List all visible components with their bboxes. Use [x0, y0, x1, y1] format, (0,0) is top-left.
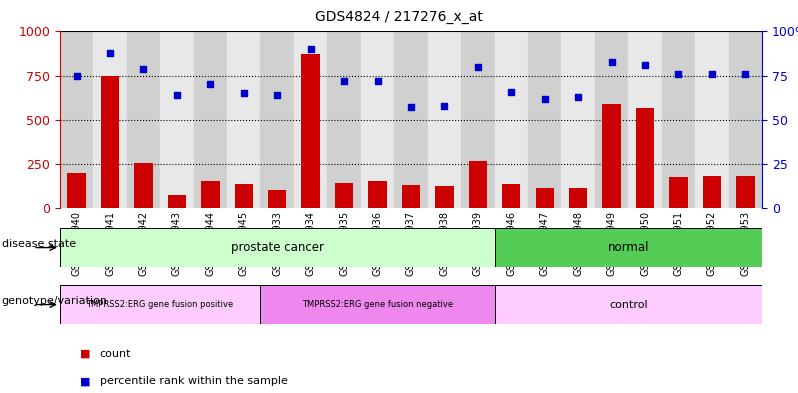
- Bar: [628, 31, 662, 208]
- Bar: [294, 31, 327, 208]
- Bar: [93, 31, 127, 208]
- Bar: [495, 228, 762, 267]
- Bar: [235, 184, 253, 208]
- Point: [171, 92, 184, 98]
- Point: [672, 71, 685, 77]
- Text: ■: ■: [80, 376, 90, 386]
- Bar: [160, 31, 194, 208]
- Bar: [428, 31, 461, 208]
- Point: [338, 78, 350, 84]
- Point: [472, 64, 484, 70]
- Point: [605, 58, 618, 64]
- Bar: [495, 31, 528, 208]
- Text: TMPRSS2:ERG gene fusion negative: TMPRSS2:ERG gene fusion negative: [302, 300, 453, 309]
- Text: genotype/variation: genotype/variation: [2, 296, 108, 306]
- Bar: [595, 31, 628, 208]
- Bar: [670, 177, 688, 208]
- Bar: [435, 186, 453, 208]
- Point: [438, 103, 451, 109]
- Text: TMPRSS2:ERG gene fusion positive: TMPRSS2:ERG gene fusion positive: [86, 300, 234, 309]
- Text: percentile rank within the sample: percentile rank within the sample: [100, 376, 287, 386]
- Bar: [528, 31, 562, 208]
- Bar: [134, 163, 152, 208]
- Bar: [468, 160, 487, 208]
- Bar: [60, 228, 495, 267]
- Bar: [335, 183, 354, 208]
- Bar: [535, 188, 554, 208]
- Bar: [302, 54, 320, 208]
- Bar: [495, 285, 762, 324]
- Bar: [127, 31, 160, 208]
- Bar: [101, 75, 119, 208]
- Text: GDS4824 / 217276_x_at: GDS4824 / 217276_x_at: [315, 10, 483, 24]
- Bar: [168, 195, 186, 208]
- Text: ■: ■: [80, 349, 90, 359]
- Bar: [268, 190, 286, 208]
- Point: [204, 81, 217, 88]
- Bar: [662, 31, 695, 208]
- Point: [572, 94, 585, 100]
- Point: [137, 65, 150, 72]
- Bar: [401, 185, 421, 208]
- Bar: [194, 31, 227, 208]
- Bar: [227, 31, 260, 208]
- Point: [104, 50, 117, 56]
- Point: [271, 92, 283, 98]
- Text: control: control: [609, 299, 648, 310]
- Bar: [562, 31, 595, 208]
- Bar: [260, 285, 495, 324]
- Point: [705, 71, 718, 77]
- Bar: [695, 31, 729, 208]
- Bar: [461, 31, 495, 208]
- Bar: [201, 181, 219, 208]
- Bar: [260, 31, 294, 208]
- Bar: [636, 108, 654, 208]
- Bar: [361, 31, 394, 208]
- Bar: [569, 188, 587, 208]
- Bar: [602, 104, 621, 208]
- Point: [371, 78, 384, 84]
- Text: count: count: [100, 349, 131, 359]
- Text: normal: normal: [607, 241, 649, 254]
- Bar: [737, 176, 755, 208]
- Point: [237, 90, 250, 96]
- Point: [304, 46, 317, 52]
- Bar: [729, 31, 762, 208]
- Point: [638, 62, 651, 68]
- Point: [539, 95, 551, 102]
- Bar: [502, 184, 520, 208]
- Text: disease state: disease state: [2, 239, 76, 249]
- Point: [70, 72, 83, 79]
- Point: [739, 71, 752, 77]
- Bar: [327, 31, 361, 208]
- Bar: [67, 173, 85, 208]
- Point: [505, 88, 518, 95]
- Bar: [369, 181, 387, 208]
- Point: [405, 104, 417, 111]
- Bar: [394, 31, 428, 208]
- Bar: [60, 31, 93, 208]
- Bar: [703, 176, 721, 208]
- Bar: [60, 285, 260, 324]
- Text: prostate cancer: prostate cancer: [231, 241, 324, 254]
